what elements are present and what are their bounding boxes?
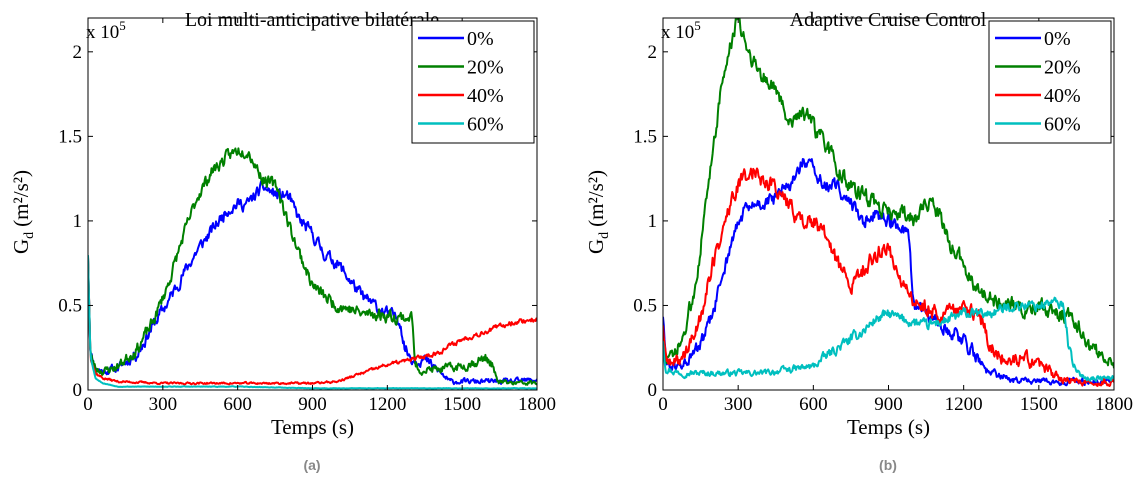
y-exponent-label: x 105 <box>86 18 126 43</box>
y-tick-label: 1.5 <box>633 126 657 147</box>
y-axis-label-unit: (m²/s²) <box>584 170 608 227</box>
y-exponent-power: 5 <box>694 18 701 33</box>
legend: 0% 20% 40% 60% <box>411 20 535 144</box>
y-axis-label-main: G <box>9 239 33 254</box>
x-tick-label: 300 <box>149 394 178 415</box>
x-tick-label: 900 <box>874 394 903 415</box>
legend: 0% 20% 40% 60% <box>988 20 1112 144</box>
x-tick-label: 1500 <box>443 394 481 415</box>
series-line-20pct <box>88 147 537 386</box>
panel-caption: (a) <box>303 457 320 473</box>
legend-label: 0% <box>1044 28 1071 50</box>
series-line-40pct <box>88 255 537 386</box>
x-tick-label: 1200 <box>368 394 406 415</box>
y-exponent-power: 5 <box>119 18 126 33</box>
chart-title: Loi multi-anticipative bilatérale <box>185 9 439 31</box>
x-tick-label: 900 <box>298 394 327 415</box>
y-axis-label-sub: d <box>597 232 612 239</box>
series-group <box>88 147 537 390</box>
y-tick-label: 0 <box>648 380 658 401</box>
legend-label: 20% <box>467 57 504 79</box>
y-axis-label: Gd (m²/s²) <box>584 170 612 254</box>
series-line-0pct <box>88 178 537 386</box>
series-line-20pct <box>663 18 1114 369</box>
y-tick-label: 2 <box>648 42 658 63</box>
y-axis-label-main: G <box>584 239 608 254</box>
legend-label: 40% <box>1044 85 1081 107</box>
series-line-40pct <box>663 167 1114 387</box>
x-axis-label: Temps (s) <box>847 415 930 439</box>
y-exponent-label: x 105 <box>661 18 701 43</box>
series-group <box>663 18 1114 387</box>
legend-label: 20% <box>1044 57 1081 79</box>
panel-caption: (b) <box>879 457 897 473</box>
legend-label: 0% <box>467 28 494 50</box>
x-tick-label: 300 <box>724 394 753 415</box>
chart-panel-b: 0 300 600 900 1200 1500 1800 0 0.5 1 1.5 2x 105 Adap… <box>584 9 1133 473</box>
x-tick-label: 0 <box>658 394 668 415</box>
x-tick-label: 0 <box>83 394 93 415</box>
series-line-0pct <box>663 158 1114 387</box>
y-tick-label: 1 <box>648 211 658 232</box>
y-tick-label: 2 <box>73 42 83 63</box>
y-axis-label-unit: (m²/s²) <box>9 170 33 227</box>
y-tick-label: 1.5 <box>58 126 82 147</box>
y-tick-label: 0.5 <box>58 295 82 316</box>
x-tick-label: 1800 <box>518 394 556 415</box>
chart-panel-a: 0 300 600 900 1200 1500 1800 0 0.5 1 1.5 2x 105 Loi … <box>9 9 556 473</box>
x-tick-label: 600 <box>799 394 828 415</box>
y-tick-label: 1 <box>73 211 83 232</box>
legend-label: 40% <box>467 85 504 107</box>
chart-title: Adaptive Cruise Control <box>790 9 987 31</box>
x-tick-label: 600 <box>223 394 252 415</box>
x-tick-label: 1500 <box>1020 394 1058 415</box>
x-axis-label: Temps (s) <box>271 415 354 439</box>
y-axis-label-sub: d <box>22 232 37 239</box>
y-tick-label: 0.5 <box>633 295 657 316</box>
y-axis-label: Gd (m²/s²) <box>9 170 37 254</box>
y-tick-label: 0 <box>73 380 83 401</box>
series-line-60pct <box>663 296 1114 382</box>
legend-label: 60% <box>467 114 504 136</box>
legend-label: 60% <box>1044 114 1081 136</box>
x-tick-label: 1800 <box>1095 394 1133 415</box>
x-tick-label: 1200 <box>945 394 983 415</box>
